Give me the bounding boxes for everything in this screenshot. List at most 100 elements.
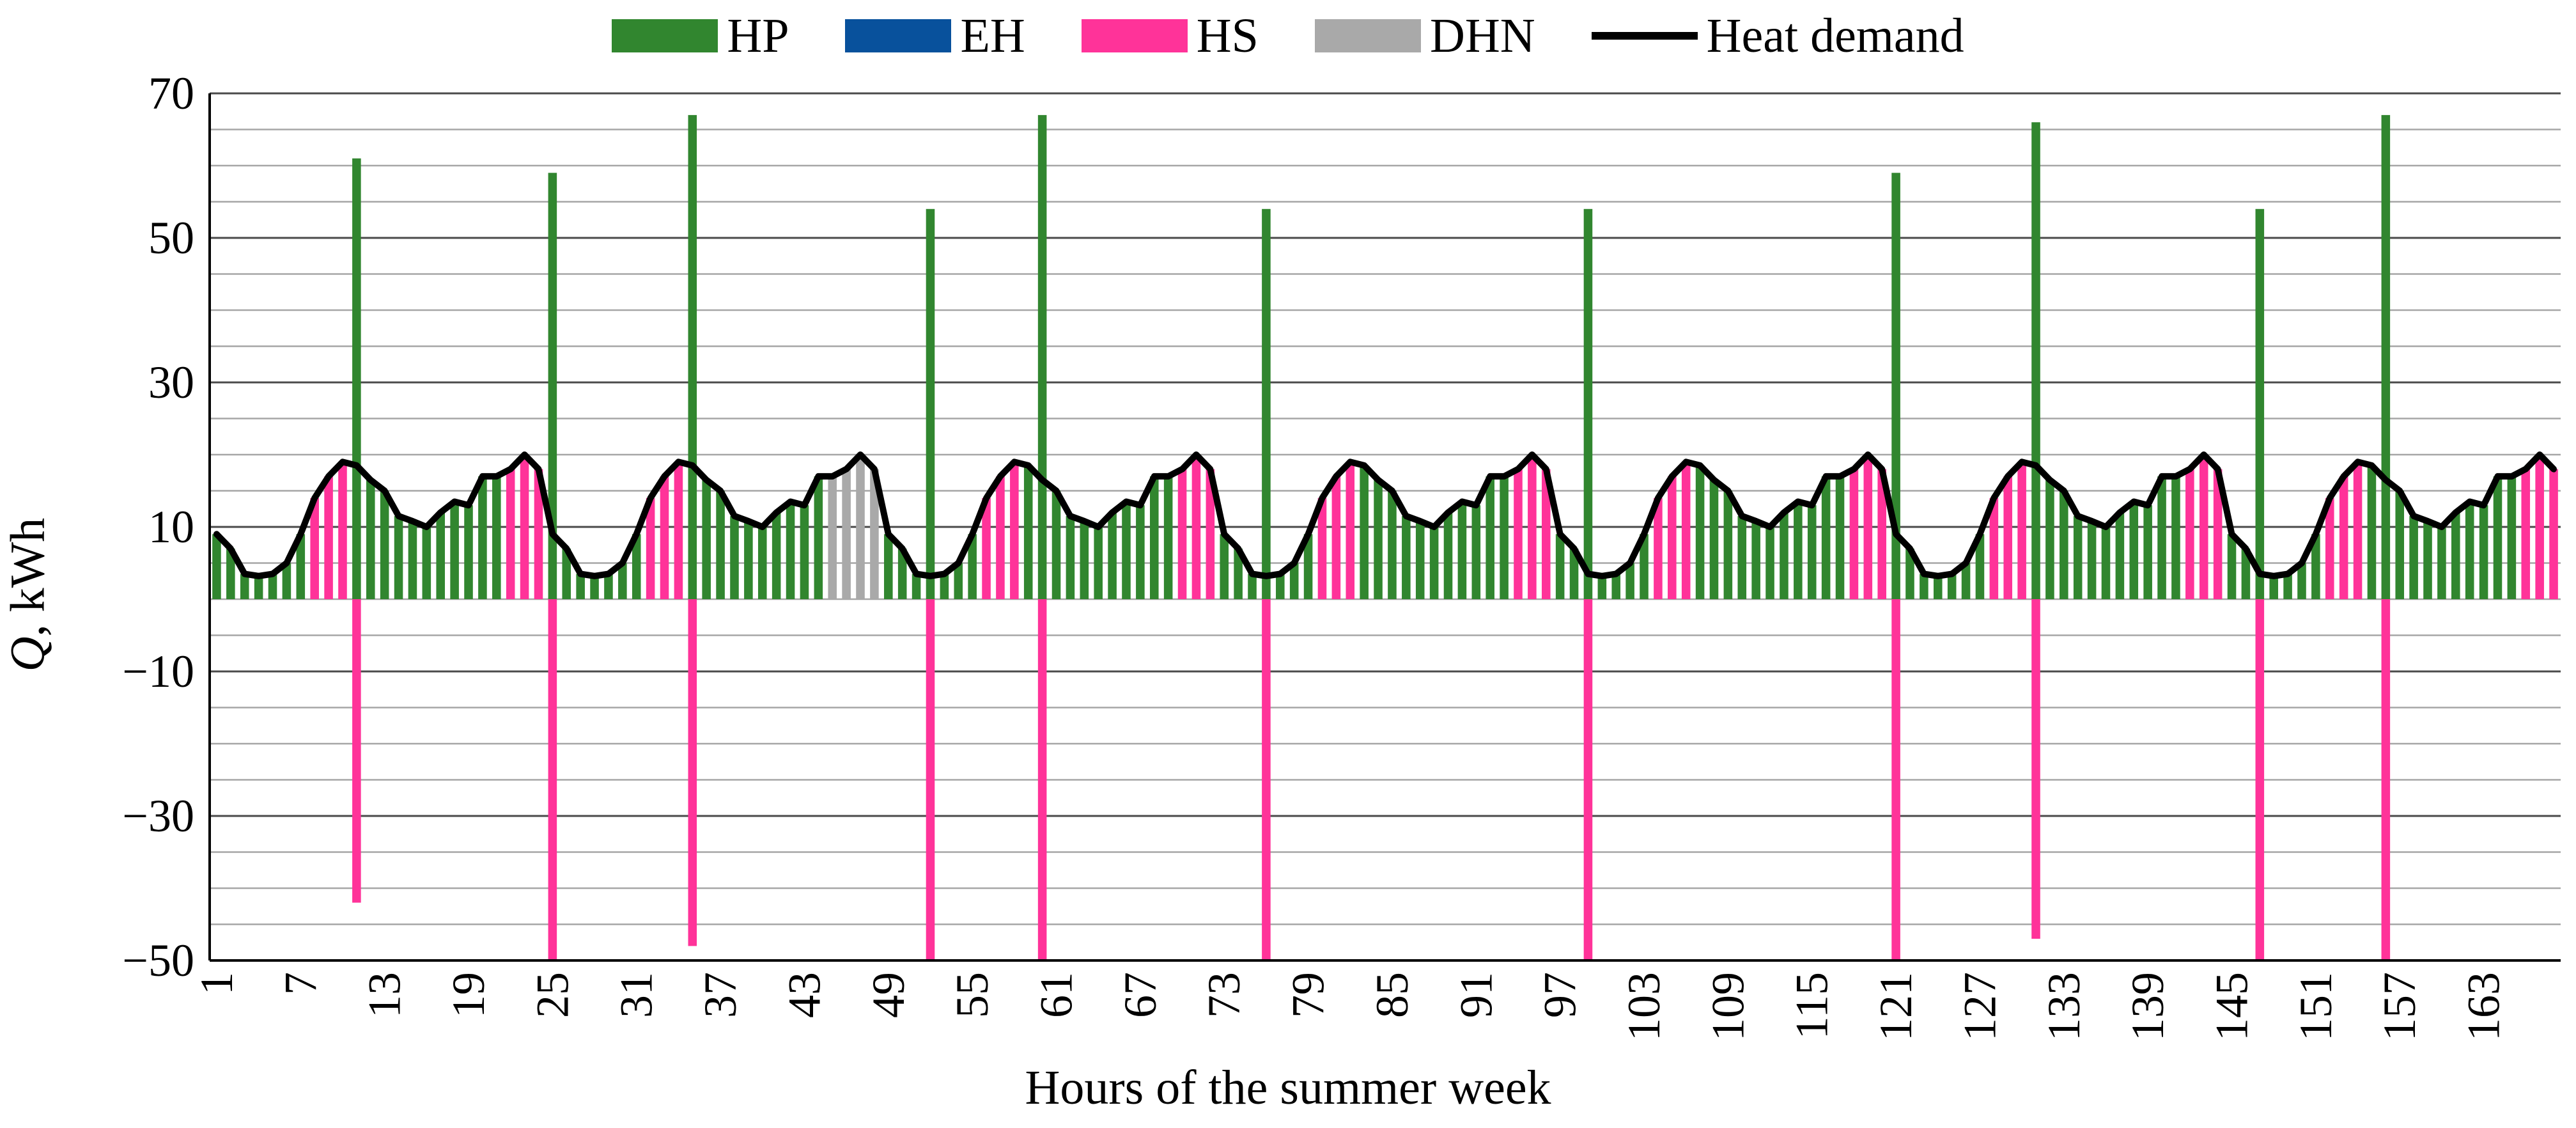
bar-hp [884, 534, 893, 599]
bar-hp [1626, 563, 1634, 599]
bar-hp [590, 576, 599, 599]
y-axis-label-var: Q [1, 636, 55, 672]
bar-hp [1094, 527, 1103, 599]
bar-hp [716, 490, 725, 599]
bar-hp [2171, 476, 2180, 599]
bar-hp [688, 114, 697, 599]
bar-hp [1457, 501, 1467, 599]
bar-hp [2395, 490, 2405, 599]
x-tick-label: 19 [443, 972, 494, 1018]
bar-hs-charging [1037, 599, 1047, 960]
bar-hp [1794, 501, 1803, 599]
bar-hp [2423, 521, 2432, 599]
heat-demand-line [213, 451, 2557, 579]
x-tick-label: 13 [359, 972, 410, 1018]
bar-hp [632, 534, 641, 599]
bar-hp [2465, 501, 2474, 599]
bar-hp [1500, 476, 1509, 599]
bar-hp [1051, 490, 1061, 599]
bar-hp [2297, 563, 2306, 599]
y-tick-label: 30 [148, 357, 194, 408]
x-tick-label: 109 [1702, 972, 1753, 1041]
y-tick-label: 50 [148, 212, 194, 263]
bar-hp [1108, 512, 1117, 599]
bar-hs [1206, 469, 1215, 599]
bar-hs-charging [548, 599, 557, 960]
legend-swatch-hs [1081, 19, 1188, 52]
bar-hp [912, 574, 921, 599]
bar-hs-charging [2031, 599, 2040, 939]
x-tick-label: 163 [2458, 972, 2510, 1041]
bar-hs-charging [2255, 599, 2265, 960]
bar-hp [212, 534, 221, 599]
bar-hs [2325, 497, 2334, 599]
bar-hs [1317, 497, 1327, 599]
bar-hp [2507, 476, 2517, 599]
bar-hs [338, 462, 347, 599]
bar-hs-charging [1262, 599, 1271, 960]
bar-hs [1010, 462, 1019, 599]
bar-hp [464, 505, 473, 599]
bar-hp [394, 516, 403, 599]
bar-hs [1989, 497, 1999, 599]
legend-line-heat-demand [1591, 32, 1698, 40]
bar-hs [1849, 469, 1859, 599]
bar-hp [1905, 548, 1914, 599]
bar-hs [2521, 469, 2531, 599]
bar-hs [646, 497, 655, 599]
bar-hp [2129, 501, 2139, 599]
x-tick-label: 79 [1283, 972, 1334, 1018]
bar-hp [1429, 527, 1439, 599]
bar-hs [1528, 455, 1537, 599]
bar-hp [1486, 476, 1494, 599]
bar-hs-charging [688, 599, 697, 946]
x-tick-label: 91 [1450, 972, 1501, 1018]
bar-hp [1136, 505, 1145, 599]
bar-hp [2437, 527, 2446, 599]
bar-hs [2003, 476, 2013, 599]
legend-item-eh: EH [845, 12, 1025, 60]
bar-hp [1122, 501, 1131, 599]
bar-hp [296, 534, 306, 599]
legend-item-dhn: DHN [1314, 9, 1535, 63]
bar-hp [2241, 548, 2251, 599]
legend-label-dhn: DHN [1429, 9, 1535, 63]
bar-hs [1177, 469, 1187, 599]
bar-hs-charging [926, 599, 935, 960]
bar-hp [814, 476, 823, 599]
bar-hp [800, 505, 809, 599]
x-tick-label: 133 [2038, 972, 2090, 1041]
x-tick-label: 145 [2207, 972, 2258, 1041]
x-tick-label: 61 [1031, 972, 1082, 1018]
x-tick-label: 43 [779, 972, 830, 1018]
legend-label-hp: HP [727, 9, 789, 63]
bar-hp [702, 480, 711, 599]
bar-hs [2549, 469, 2558, 599]
bar-hp [2269, 576, 2278, 599]
x-tick-label: 97 [1535, 972, 1586, 1018]
bar-hp [492, 476, 501, 599]
bar-hs [1877, 469, 1886, 599]
bar-hp [1248, 574, 1257, 599]
bar-hp [1080, 521, 1089, 599]
bar-hs [534, 469, 543, 599]
x-tick-label: 73 [1199, 972, 1250, 1018]
bar-hp [1388, 490, 1397, 599]
bar-hp [1933, 576, 1943, 599]
bar-hp [1709, 480, 1719, 599]
x-tick-label: 139 [2122, 972, 2173, 1041]
bar-hs [2353, 462, 2363, 599]
bar-hs-charging [2381, 599, 2391, 960]
x-tick-label: 85 [1367, 972, 1418, 1018]
bar-hp [2115, 512, 2125, 599]
bar-hp [968, 534, 977, 599]
bar-hp [2493, 476, 2502, 599]
legend-swatch-dhn [1314, 19, 1421, 52]
bar-hp [1891, 173, 1900, 599]
bar-hs [1681, 462, 1691, 599]
bar-hp [268, 574, 277, 599]
bar-hp [897, 548, 907, 599]
bar-hs-charging [352, 599, 361, 903]
bar-hp [422, 527, 431, 599]
